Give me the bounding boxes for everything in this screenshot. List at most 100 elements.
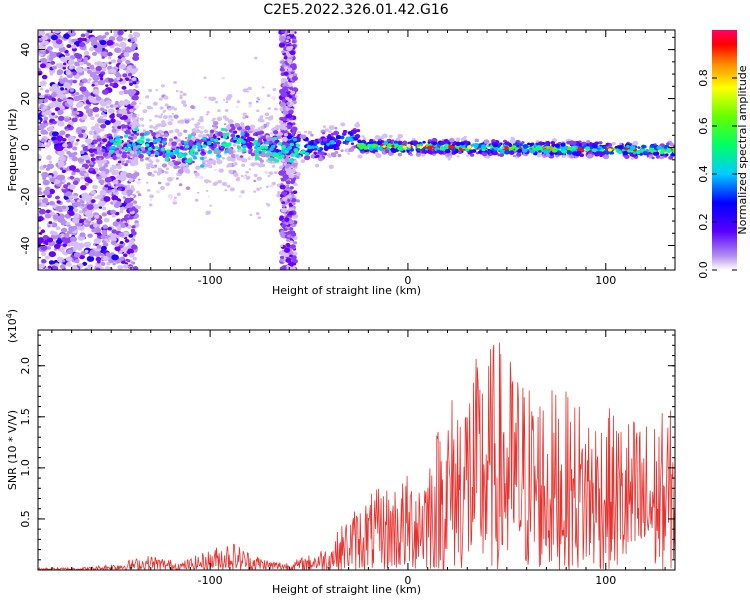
spectrogram-cell xyxy=(197,149,201,152)
spectrogram-cell xyxy=(171,141,177,146)
spectrogram-cell xyxy=(167,142,173,147)
spectrogram-cell xyxy=(374,135,381,140)
spectrogram-cell xyxy=(288,173,295,179)
spectrogram-cell xyxy=(55,135,64,142)
spectrogram-cell xyxy=(39,125,45,130)
spectrogram-cell xyxy=(95,146,101,151)
spectrogram-cell xyxy=(46,155,52,161)
spectrogram-cell xyxy=(279,120,284,124)
spectrogram-cell xyxy=(589,146,594,150)
spectrogram-cell xyxy=(230,133,236,138)
spectrogram-cell xyxy=(95,114,100,118)
spectrogram-cell xyxy=(98,200,106,207)
spectrogram-cell xyxy=(211,124,215,128)
spectrogram-cell xyxy=(258,163,264,168)
spectrogram-cell xyxy=(127,72,133,77)
spectrogram-cell xyxy=(111,188,116,193)
spectrogram-cell xyxy=(175,89,179,93)
spectrogram-cell xyxy=(232,143,237,147)
spectrogram-cell xyxy=(63,62,67,66)
spectrogram-cell xyxy=(100,245,107,251)
spectrogram-cell xyxy=(94,227,102,233)
spectrogram-cell xyxy=(96,137,102,142)
spectrogram-cell xyxy=(182,166,188,172)
spectrogram-cell xyxy=(52,65,58,70)
spectrogram-cell xyxy=(279,244,284,248)
spectrogram-cell xyxy=(38,263,43,270)
spectrogram-cell xyxy=(79,61,84,66)
spectrogram-cell xyxy=(166,176,173,182)
spectrogram-cell xyxy=(102,114,108,118)
spectrogram-cell xyxy=(259,186,263,189)
spectrogram-cell xyxy=(134,220,139,224)
spectrogram-cell xyxy=(126,248,134,255)
spectrogram-cell xyxy=(98,73,104,78)
spectrogram-cell xyxy=(139,117,144,121)
spectrogram-cell xyxy=(236,126,242,131)
spectrogram-cell xyxy=(618,150,622,154)
spectrogram-cell xyxy=(313,151,317,155)
spectrogram-cell xyxy=(234,123,241,128)
spectrogram-cell xyxy=(516,152,522,157)
spectrogram-cell xyxy=(448,155,453,159)
spectrogram-cell xyxy=(63,82,71,89)
spectrogram-cell xyxy=(107,56,112,60)
spectrogram-cell xyxy=(92,89,100,95)
spectrogram-cell xyxy=(286,170,292,175)
spectrogram-cell xyxy=(38,113,43,117)
spectrogram-cell xyxy=(128,33,134,38)
spectrogram-cell xyxy=(281,63,286,67)
spectrogram-cell xyxy=(169,129,174,134)
spectrogram-cell xyxy=(78,210,83,214)
spectrogram-cell xyxy=(62,97,67,101)
spectrogram-cell xyxy=(622,147,626,150)
spectrogram-cell xyxy=(271,128,275,132)
spectrogram-cell xyxy=(295,172,301,177)
spectrogram-cell xyxy=(275,124,281,130)
spectrogram-cell xyxy=(149,198,153,202)
spectrogram-cell xyxy=(79,232,86,238)
spectrogram-cell xyxy=(159,123,165,127)
spectrogram-cell xyxy=(40,229,46,234)
spectrogram-cell xyxy=(222,98,226,101)
spectrogram-cell xyxy=(177,132,183,137)
spectrogram-cell xyxy=(50,101,59,108)
spectrogram-cell xyxy=(362,145,369,150)
spectrogram-cell xyxy=(133,31,139,37)
spectrogram-cell xyxy=(330,152,336,157)
spectrogram-cell xyxy=(289,50,296,56)
spectrogram-cell xyxy=(41,252,47,257)
spectrogram-cell xyxy=(40,57,47,63)
spectrogram-cell xyxy=(137,193,142,197)
spectrogram-cell xyxy=(284,217,290,222)
spectrogram-cell xyxy=(250,162,256,167)
spectrogram-cell xyxy=(78,42,86,48)
spectrogram-cell xyxy=(659,151,664,155)
spectrogram-cell xyxy=(38,119,41,123)
spectrogram-cell xyxy=(113,104,119,109)
spectrogram-cell xyxy=(212,143,218,148)
spectrogram-cell xyxy=(356,129,361,133)
spectrogram-cell xyxy=(406,150,410,153)
spectrogram-cell xyxy=(52,171,59,176)
spectrogram-cell xyxy=(344,148,350,153)
spectrogram-cell xyxy=(283,126,288,131)
spectrogram-cell xyxy=(443,139,450,144)
spectrogram-cell xyxy=(228,129,233,133)
spectrogram-cell xyxy=(62,243,68,248)
spectrogram-cell xyxy=(70,199,76,204)
spectrogram-cell xyxy=(456,155,460,158)
spectrogram-cell xyxy=(125,124,129,128)
spectrogram-cell xyxy=(560,142,566,147)
spectrogram-cell xyxy=(38,187,42,191)
spectrogram-cell xyxy=(148,88,153,93)
spectrogram-cell xyxy=(282,174,290,180)
spectrogram-cell xyxy=(286,35,291,40)
spectrogram-cell xyxy=(158,97,163,101)
spectrogram-cell xyxy=(245,170,249,174)
spectrogram-cell xyxy=(123,52,130,58)
spectrogram-cell xyxy=(65,191,73,197)
spectrogram-cell xyxy=(180,140,185,144)
spectrogram-cell xyxy=(118,110,123,114)
spectrogram-cell xyxy=(289,261,294,265)
